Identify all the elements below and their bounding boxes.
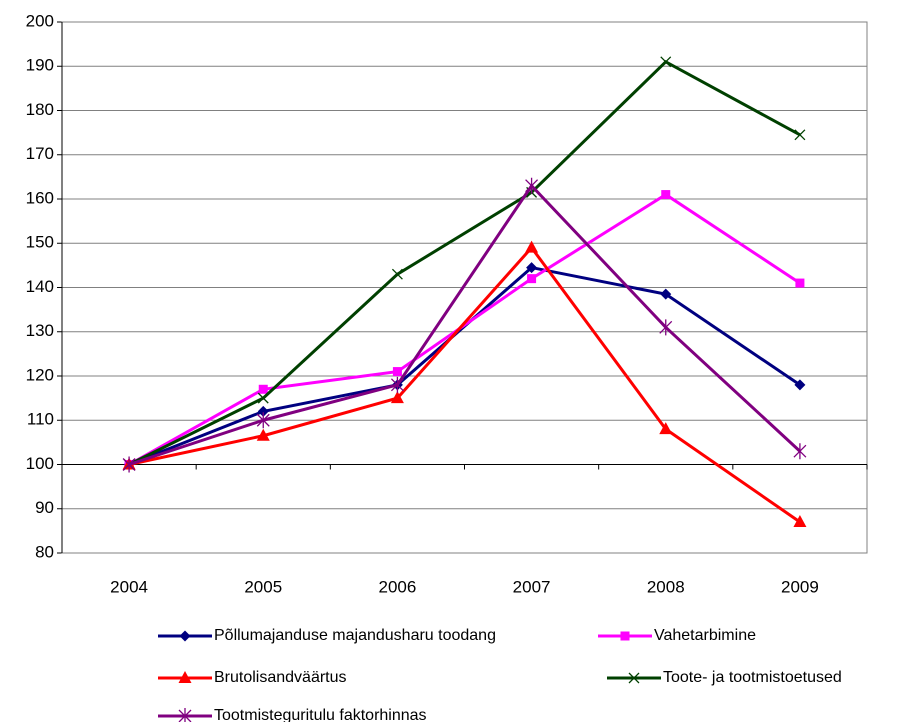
- marker: [179, 630, 191, 642]
- legend-label: Vahetarbimine: [654, 627, 756, 644]
- marker: [793, 515, 807, 528]
- marker: [527, 274, 537, 284]
- marker: [390, 391, 404, 404]
- marker: [795, 278, 805, 288]
- marker: [620, 631, 630, 641]
- y-tick-label: 140: [26, 277, 54, 296]
- marker: [391, 268, 403, 280]
- marker: [257, 392, 269, 404]
- x-tick-label: 2007: [513, 577, 551, 596]
- marker: [256, 412, 270, 429]
- x-tick-label: 2005: [244, 577, 282, 596]
- marker: [526, 262, 538, 274]
- x-tick-label: 2004: [110, 577, 148, 596]
- series-line: [128, 59, 801, 466]
- marker: [257, 405, 269, 417]
- marker: [525, 177, 539, 194]
- y-tick-label: 80: [35, 542, 54, 561]
- marker: [660, 288, 672, 300]
- marker: [660, 56, 672, 68]
- marker: [525, 240, 539, 253]
- y-tick-label: 120: [26, 365, 54, 384]
- marker: [122, 456, 136, 473]
- marker: [178, 708, 192, 722]
- marker: [659, 422, 673, 435]
- marker: [794, 379, 806, 391]
- marker: [258, 384, 268, 394]
- y-tick-label: 130: [26, 321, 54, 340]
- x-tick-label: 2006: [379, 577, 417, 596]
- marker: [793, 443, 807, 460]
- marker: [659, 319, 673, 336]
- y-tick-label: 150: [26, 233, 54, 252]
- series-line: [128, 245, 801, 524]
- marker: [178, 671, 192, 683]
- legend-label: Brutolisandväärtus: [214, 669, 347, 686]
- y-tick-label: 190: [26, 56, 54, 75]
- marker: [256, 428, 270, 441]
- marker: [794, 129, 806, 141]
- y-tick-label: 110: [27, 410, 54, 429]
- y-tick-label: 90: [35, 498, 54, 517]
- x-tick-label: 2008: [647, 577, 685, 596]
- legend-label: Tootmisteguritulu faktorhinnas: [214, 707, 427, 722]
- y-tick-label: 100: [26, 454, 54, 473]
- y-tick-label: 180: [26, 100, 54, 119]
- y-tick-label: 200: [26, 11, 54, 30]
- y-tick-label: 160: [26, 188, 54, 207]
- marker: [661, 190, 671, 200]
- legend-label: Põllumajanduse majandusharu toodang: [214, 627, 496, 644]
- y-tick-label: 170: [26, 144, 54, 163]
- series-line: [128, 265, 801, 466]
- legend-label: Toote- ja tootmistoetused: [663, 669, 842, 686]
- x-tick-label: 2009: [781, 577, 819, 596]
- series-line: [128, 183, 801, 466]
- marker: [392, 367, 402, 377]
- marker: [628, 672, 640, 684]
- marker: [390, 376, 404, 393]
